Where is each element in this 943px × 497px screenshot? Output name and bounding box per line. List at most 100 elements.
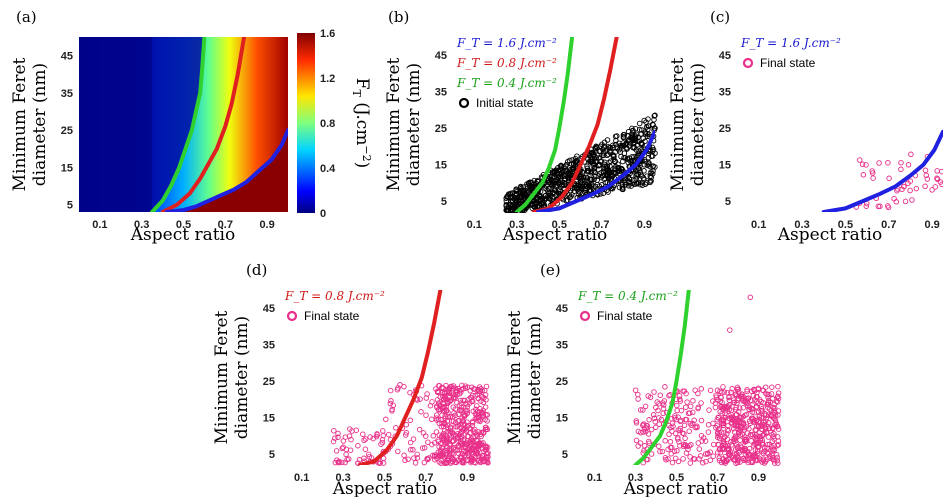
data-point xyxy=(437,440,444,447)
data-point xyxy=(687,420,694,427)
data-point xyxy=(754,423,760,430)
data-point xyxy=(719,417,725,423)
x-tick-label: 0.1 xyxy=(92,219,107,231)
data-point xyxy=(407,447,414,453)
data-point xyxy=(373,433,380,440)
data-point xyxy=(758,426,765,432)
data-point xyxy=(646,161,652,167)
data-point xyxy=(484,454,490,461)
data-point xyxy=(566,157,573,164)
data-point xyxy=(342,459,348,466)
x-tick-label: 0.9 xyxy=(751,472,766,484)
data-point xyxy=(674,407,680,414)
data-point xyxy=(905,162,912,168)
colorbar-tick-label: 0.4 xyxy=(320,163,336,175)
data-point xyxy=(436,383,443,389)
data-point xyxy=(418,408,424,415)
data-point xyxy=(450,418,457,424)
panel-c-axes: (c) 0.1 0.3 0.5 0.7 0.9 5 15 25 35 45 Aspect ratio M… xyxy=(668,8,940,245)
legend-entry: Final state xyxy=(304,309,360,323)
data-point xyxy=(695,390,701,397)
data-point xyxy=(675,458,682,465)
data-point xyxy=(730,425,737,432)
data-point xyxy=(713,394,720,400)
data-point xyxy=(484,418,490,424)
data-point xyxy=(675,434,681,441)
boundary-curve-red xyxy=(357,290,443,465)
data-point xyxy=(643,119,649,125)
data-point xyxy=(723,404,729,410)
data-point xyxy=(691,417,697,424)
data-point xyxy=(442,460,448,466)
data-point xyxy=(669,459,676,466)
data-point xyxy=(547,196,553,202)
data-point xyxy=(366,454,372,460)
data-point xyxy=(456,447,463,453)
data-point xyxy=(454,391,460,398)
data-point xyxy=(729,386,735,392)
data-point xyxy=(662,384,668,390)
data-point xyxy=(571,188,577,194)
colorbar-label-close: ) xyxy=(352,162,372,169)
boundary-curve-blue xyxy=(164,128,288,212)
data-point xyxy=(479,394,485,400)
data-point xyxy=(714,387,721,394)
data-point xyxy=(443,382,449,389)
data-point xyxy=(753,394,760,400)
data-point xyxy=(648,174,655,180)
data-point xyxy=(646,438,652,445)
data-point xyxy=(633,420,640,426)
data-point xyxy=(694,423,700,429)
data-point xyxy=(681,388,688,394)
y-tick-label: 5 xyxy=(269,449,275,461)
x-tick-label: 0.1 xyxy=(751,219,766,231)
data-point xyxy=(759,432,766,439)
data-point xyxy=(738,414,744,421)
data-point xyxy=(611,169,617,176)
data-point xyxy=(764,391,770,398)
data-point xyxy=(716,435,723,442)
data-point xyxy=(717,446,723,453)
x-tick-label: 0.9 xyxy=(460,472,475,484)
data-point xyxy=(677,425,683,432)
data-point xyxy=(922,183,928,190)
data-point xyxy=(620,134,627,141)
data-point xyxy=(736,431,742,437)
data-point xyxy=(713,425,719,431)
data-point xyxy=(429,452,436,459)
data-point xyxy=(389,406,395,413)
data-point xyxy=(749,388,755,395)
data-point xyxy=(635,138,641,144)
data-point xyxy=(697,453,704,459)
data-point xyxy=(555,168,562,174)
data-point xyxy=(435,400,442,406)
data-point xyxy=(447,425,454,431)
data-point xyxy=(504,207,511,213)
data-point xyxy=(740,404,746,411)
data-point xyxy=(752,452,758,459)
data-point xyxy=(425,439,431,445)
data-point xyxy=(749,459,756,466)
data-point xyxy=(528,184,534,190)
data-point xyxy=(641,426,648,433)
data-point xyxy=(592,146,598,152)
data-point xyxy=(674,402,680,409)
data-point xyxy=(717,388,723,395)
data-point xyxy=(908,151,914,158)
data-point xyxy=(343,451,349,458)
data-point xyxy=(605,151,612,157)
data-point xyxy=(735,409,742,415)
x-tick-label: 0.3 xyxy=(509,219,524,231)
data-point xyxy=(698,417,705,424)
data-point xyxy=(410,436,417,442)
data-point xyxy=(592,164,598,171)
data-point xyxy=(651,389,657,395)
x-tick-label: 0.7 xyxy=(710,472,725,484)
colorbar-tick-label: 0.8 xyxy=(320,118,335,130)
x-axis-label: Aspect ratio xyxy=(332,479,437,497)
legend-entry: Initial state xyxy=(476,96,534,110)
data-point xyxy=(725,445,731,452)
data-point xyxy=(437,453,443,459)
data-point xyxy=(743,438,750,444)
data-point xyxy=(464,450,471,456)
